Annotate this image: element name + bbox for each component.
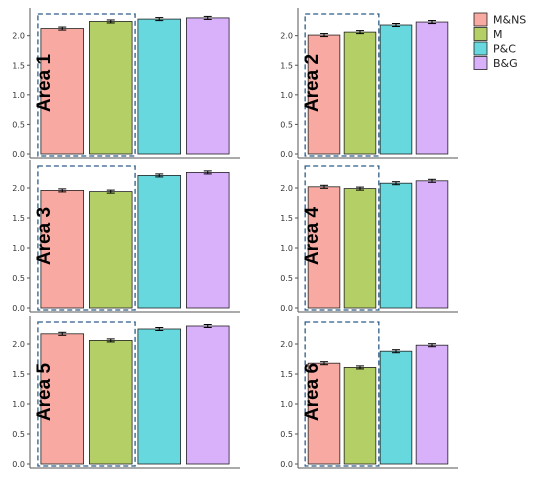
highlight-box	[37, 13, 136, 157]
legend-swatch	[473, 27, 488, 41]
bar-bg	[186, 17, 230, 155]
bar-m	[89, 191, 133, 309]
panel-area-1: 0.0 0.5 1.0 1.5 2.0 Area 1	[12, 8, 240, 159]
panel-label: Area 2	[302, 54, 323, 112]
y-tick-label: 0.5	[280, 430, 293, 439]
legend-label: M&NS	[493, 14, 526, 27]
highlight-box	[304, 13, 380, 157]
y-tick-label: 2.0	[12, 340, 25, 349]
legend-label: M	[493, 28, 503, 41]
legend-swatch	[473, 12, 488, 27]
y-tick-label: 2.0	[280, 32, 293, 41]
panel-area-5: 0.0 0.5 1.0 1.5 2.0 Area 5	[12, 316, 240, 469]
panel-label: Area 3	[34, 207, 55, 265]
bar-pc	[137, 18, 181, 155]
bar-pc	[137, 328, 181, 465]
bar-m	[343, 31, 377, 155]
bar-bg	[415, 180, 449, 309]
bar-pc	[379, 182, 413, 309]
y-tick-label: 2.0	[12, 32, 25, 41]
y-tick-label: 1.5	[280, 214, 293, 223]
highlight-box	[304, 165, 380, 311]
legend-label: P&C	[493, 43, 516, 56]
bar-mns	[40, 189, 84, 309]
bar-mns	[307, 34, 341, 155]
legend: M&NSM P&CB&G	[473, 12, 526, 70]
y-tick-label: 0.0	[12, 460, 25, 469]
y-tick-label: 1.5	[12, 370, 25, 379]
y-tick-label: 0.5	[12, 120, 25, 129]
y-tick-label: 1.0	[12, 400, 25, 409]
y-tick-label: 1.0	[280, 400, 293, 409]
y-tick-label: 2.0	[280, 184, 293, 193]
panel-label: Area 6	[302, 363, 323, 421]
bar-m	[343, 366, 377, 465]
panel-area-4: 0.0 0.5 1.0 1.5 2.0 Area 4	[280, 160, 458, 313]
y-tick-label: 1.5	[280, 370, 293, 379]
bar-mns	[307, 362, 341, 465]
bar-bg	[415, 344, 449, 465]
panel-area-6: 0.0 0.5 1.0 1.5 2.0 Area 6	[280, 316, 458, 469]
y-tick-label: 1.5	[12, 214, 25, 223]
y-tick-label: 0.5	[12, 274, 25, 283]
panel-area-3: 0.0 0.5 1.0 1.5 2.0 Area 3	[12, 160, 240, 313]
highlight-box	[37, 165, 136, 311]
y-tick-label: 1.0	[280, 244, 293, 253]
bar-pc	[379, 350, 413, 465]
y-tick-label: 2.0	[280, 340, 293, 349]
bar-m	[89, 339, 133, 465]
legend-swatch	[473, 41, 488, 56]
bar-pc	[137, 174, 181, 309]
panel-label: Area 4	[302, 207, 323, 266]
y-tick-label: 0.5	[280, 120, 293, 129]
legend-swatch	[473, 56, 488, 70]
bar-pc	[379, 24, 413, 155]
y-tick-label: 1.5	[280, 61, 293, 70]
bar-bg	[415, 21, 449, 155]
y-tick-label: 0.5	[280, 274, 293, 283]
y-tick-label: 0.0	[280, 304, 293, 313]
panel-label: Area 1	[34, 54, 55, 113]
bar-mns	[40, 333, 84, 465]
bar-bg	[186, 325, 230, 465]
y-tick-label: 1.0	[12, 91, 25, 100]
y-tick-label: 2.0	[12, 184, 25, 193]
y-tick-label: 0.5	[12, 430, 25, 439]
highlight-box	[304, 321, 380, 467]
y-tick-label: 0.0	[280, 150, 293, 159]
bar-mns	[40, 28, 84, 155]
panel-area-2: 0.0 0.5 1.0 1.5 2.0 Area 2	[280, 8, 458, 159]
bar-m	[343, 188, 377, 309]
legend-label: B&G	[493, 57, 518, 70]
y-tick-label: 1.5	[12, 61, 25, 70]
y-tick-label: 0.0	[280, 460, 293, 469]
y-tick-label: 1.0	[12, 244, 25, 253]
highlight-box	[37, 321, 136, 467]
y-tick-label: 0.0	[12, 304, 25, 313]
y-tick-label: 1.0	[280, 91, 293, 100]
panel-label: Area 5	[34, 363, 55, 422]
y-tick-label: 0.0	[12, 150, 25, 159]
bar-bg	[186, 171, 230, 309]
bar-m	[89, 21, 133, 155]
